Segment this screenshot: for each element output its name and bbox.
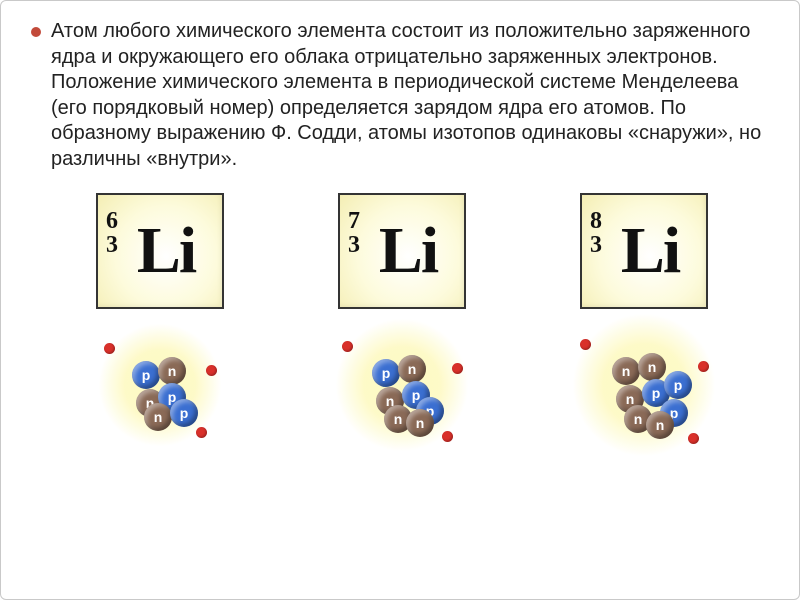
atomic-number: 3: [590, 233, 602, 257]
body-text: Атом любого химического элемента состоит…: [51, 20, 761, 170]
mass-z-numbers: 73: [348, 209, 360, 257]
element-symbol: Li: [379, 213, 437, 289]
nucleus-diagram: pnnpnpn: [312, 315, 492, 455]
electron: [104, 343, 115, 354]
mass-number: 8: [590, 209, 602, 233]
element-tile: 73 Li: [338, 193, 466, 309]
electron: [452, 363, 463, 374]
mass-number: 6: [106, 209, 118, 233]
atomic-number: 3: [348, 233, 360, 257]
mass-number: 7: [348, 209, 360, 233]
isotope-row: 63Lipnnpnp73Lipnnpnpn83Linnnppnpn: [31, 193, 773, 455]
electron: [698, 361, 709, 372]
element-symbol: Li: [137, 213, 195, 289]
neutron: n: [612, 357, 640, 385]
nucleus-diagram: pnnpnp: [70, 315, 250, 455]
bullet-icon: [31, 27, 41, 37]
element-tile: 63 Li: [96, 193, 224, 309]
neutron: n: [406, 409, 434, 437]
element-symbol: Li: [621, 213, 679, 289]
proton: p: [372, 359, 400, 387]
neutron: n: [638, 353, 666, 381]
proton: p: [664, 371, 692, 399]
electron: [206, 365, 217, 376]
electron: [688, 433, 699, 444]
neutron: n: [646, 411, 674, 439]
mass-z-numbers: 63: [106, 209, 118, 257]
isotope-7: 73 Li pnnpnpn: [302, 193, 502, 455]
electron: [342, 341, 353, 352]
electron: [196, 427, 207, 438]
neutron: n: [398, 355, 426, 383]
isotope-8: 83 Li nnnppnpn: [544, 193, 744, 455]
neutron: n: [144, 403, 172, 431]
body-paragraph: Атом любого химического элемента состоит…: [31, 19, 773, 173]
neutron: n: [158, 357, 186, 385]
proton: p: [170, 399, 198, 427]
electron: [442, 431, 453, 442]
proton: p: [132, 361, 160, 389]
slide-frame: Атом любого химического элемента состоит…: [0, 0, 800, 600]
nucleus-diagram: nnnppnpn: [554, 315, 734, 455]
atomic-number: 3: [106, 233, 118, 257]
element-tile: 83 Li: [580, 193, 708, 309]
electron: [580, 339, 591, 350]
isotope-6: 63 Li pnnpnp: [60, 193, 260, 455]
mass-z-numbers: 83: [590, 209, 602, 257]
